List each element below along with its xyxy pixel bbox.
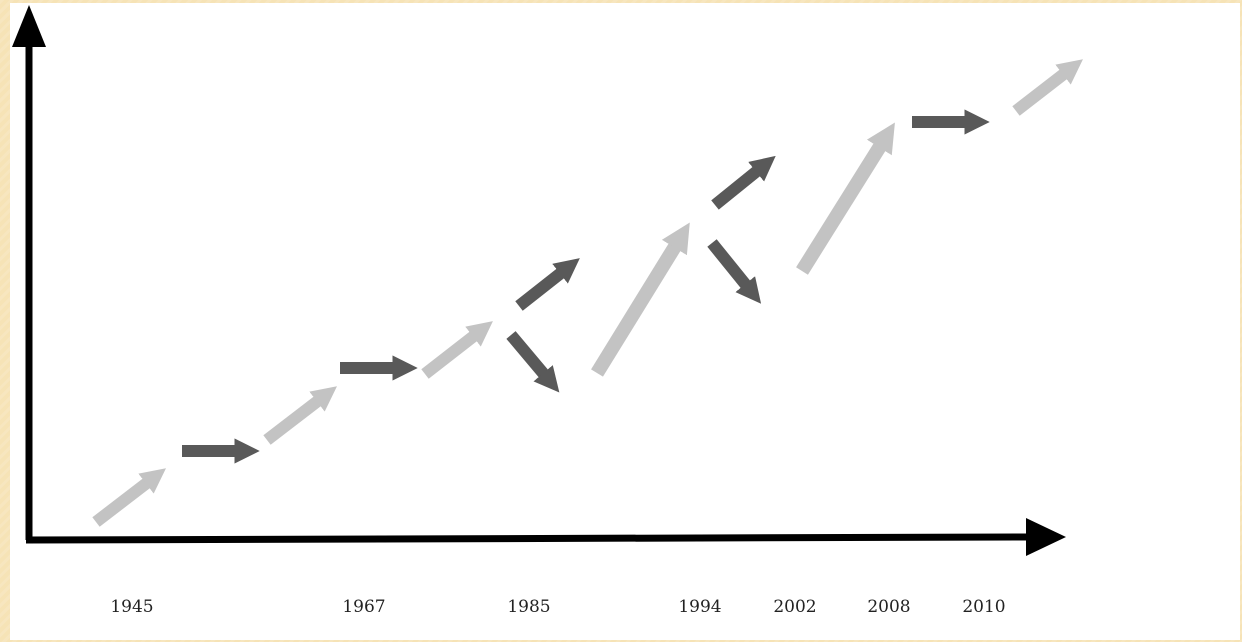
year-label-1967: 1967 [342, 597, 385, 617]
year-label-1945: 1945 [110, 597, 153, 617]
year-labels: 1945 1967 1985 1994 2002 2008 2010 [110, 597, 1005, 617]
trend-arrow-dark-3-up [515, 258, 580, 311]
trend-arrow-light-3 [421, 321, 493, 379]
trend-arrow-light-6 [1012, 59, 1083, 116]
x-axis-arrowhead [1026, 518, 1066, 556]
trend-arrow-light-2 [263, 386, 337, 445]
trend-arrow-light-4 [591, 222, 690, 377]
year-label-1985: 1985 [507, 597, 550, 617]
trend-arrow-light-5 [796, 122, 895, 275]
trend-arrow-dark-4-up [711, 155, 776, 210]
x-axis-line [25, 533, 1036, 544]
trend-arrow-light-1 [92, 468, 166, 527]
year-label-2002: 2002 [773, 597, 816, 617]
year-label-2010: 2010 [962, 597, 1005, 617]
trend-arrow-dark-4-down [707, 239, 762, 304]
trend-arrow-dark-3-down [506, 331, 560, 393]
year-label-1994: 1994 [678, 597, 721, 617]
y-axis-arrowhead [12, 5, 46, 47]
year-label-2008: 2008 [867, 597, 910, 617]
trend-arrows [92, 59, 1083, 527]
